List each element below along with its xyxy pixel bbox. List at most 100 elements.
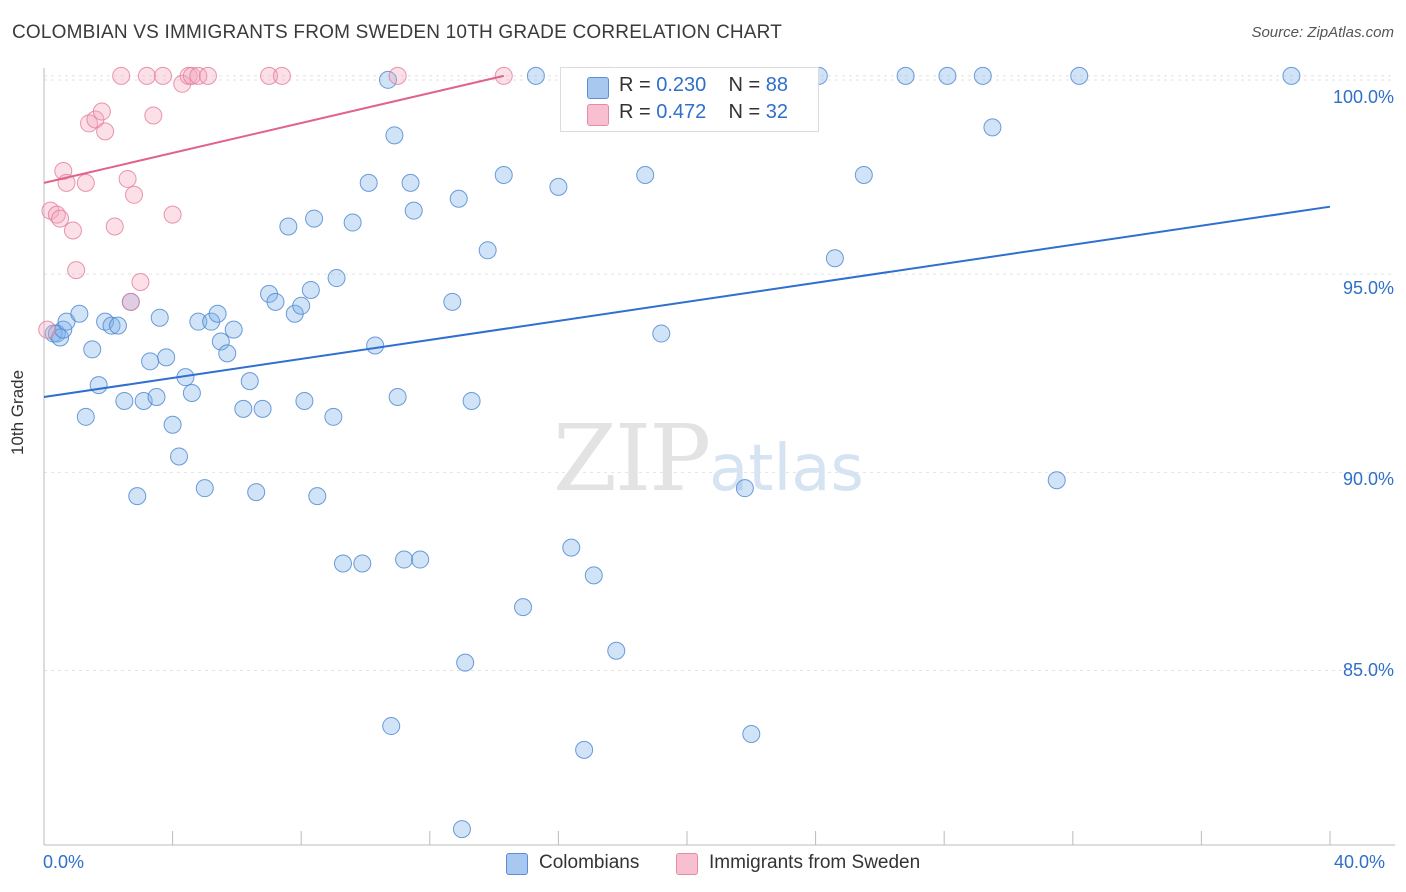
point-colombians-25 (195, 479, 214, 498)
point-colombians-54 (388, 387, 407, 406)
legend-swatch-sweden (587, 104, 609, 126)
point-sweden-27 (198, 66, 217, 85)
point-colombians-31 (234, 399, 253, 418)
point-sweden-18 (131, 273, 150, 292)
point-colombians-40 (295, 391, 314, 410)
point-colombians-49 (359, 173, 378, 192)
point-sweden-6 (63, 221, 82, 240)
point-sweden-0 (38, 320, 57, 339)
source-label: Source: ZipAtlas.com (1251, 24, 1394, 41)
point-colombians-60 (449, 189, 468, 208)
point-colombians-71 (584, 566, 603, 585)
chart-title: COLOMBIAN VS IMMIGRANTS FROM SWEDEN 10TH… (12, 22, 783, 43)
point-colombians-46 (333, 554, 352, 573)
y-axis-label: 10th Grade (8, 369, 27, 455)
point-sweden-14 (112, 66, 131, 85)
watermark-zip: ZIP (553, 405, 711, 512)
point-sweden-19 (137, 66, 156, 85)
point-colombians-77 (742, 724, 761, 743)
y-tick-label-85: 85.0% (1342, 660, 1394, 680)
point-colombians-43 (308, 487, 327, 506)
point-colombians-12 (115, 391, 134, 410)
point-colombians-63 (462, 391, 481, 410)
point-colombians-45 (327, 269, 346, 288)
point-sweden-15 (118, 169, 137, 188)
point-sweden-28 (260, 66, 279, 85)
point-colombians-44 (324, 407, 343, 426)
point-sweden-12 (96, 122, 115, 141)
point-colombians-37 (279, 217, 298, 236)
point-colombians-34 (253, 399, 272, 418)
y-tick-label-100: 100.0% (1332, 87, 1394, 107)
point-colombians-86 (1070, 66, 1089, 85)
point-colombians-20 (163, 415, 182, 434)
point-colombians-41 (301, 280, 320, 299)
point-colombians-68 (549, 177, 568, 196)
point-sweden-13 (105, 217, 124, 236)
point-colombians-80 (854, 165, 873, 184)
point-sweden-17 (125, 185, 144, 204)
legend-swatch-colombians (587, 77, 609, 99)
legend-text-sweden: R = 0.472 N = 32 (619, 101, 789, 123)
point-colombians-69 (562, 538, 581, 557)
point-colombians-24 (189, 312, 208, 331)
point-colombians-58 (411, 550, 430, 569)
point-colombians-18 (150, 308, 169, 327)
point-colombians-10 (102, 316, 121, 335)
point-sweden-25 (182, 66, 201, 85)
point-colombians-79 (825, 249, 844, 268)
point-colombians-67 (526, 66, 545, 85)
point-colombians-50 (366, 336, 385, 355)
point-colombians-7 (83, 340, 102, 359)
watermark: ZIPatlas (553, 405, 864, 512)
point-colombians-33 (247, 483, 266, 502)
point-colombians-36 (266, 292, 285, 311)
point-colombians-47 (343, 213, 362, 232)
y-tick-label-90: 90.0% (1342, 469, 1394, 489)
point-colombians-51 (379, 70, 398, 89)
point-colombians-53 (382, 717, 401, 736)
point-sweden-21 (153, 66, 172, 85)
legend-text-colombians: R = 0.230 N = 88 (619, 74, 789, 96)
point-colombians-62 (456, 653, 475, 672)
point-colombians-84 (983, 118, 1002, 137)
point-colombians-19 (157, 348, 176, 367)
point-colombians-81 (896, 66, 915, 85)
point-sweden-8 (76, 173, 95, 192)
point-sweden-29 (272, 66, 291, 85)
point-colombians-70 (575, 740, 594, 759)
point-colombians-73 (607, 641, 626, 660)
point-colombians-6 (76, 407, 95, 426)
point-colombians-17 (147, 387, 166, 406)
point-sweden-26 (189, 66, 208, 85)
point-colombians-61 (452, 820, 471, 839)
point-colombians-4 (57, 312, 76, 331)
x-tick-label-min: 0.0% (43, 852, 85, 872)
x-tick-label-max: 40.0% (1334, 852, 1386, 872)
point-colombians-32 (240, 372, 259, 391)
point-sweden-22 (163, 205, 182, 224)
point-colombians-14 (128, 487, 147, 506)
stats-legend: R = 0.230 N = 88 R = 0.472 N = 32 (560, 67, 819, 132)
point-colombians-64 (478, 241, 497, 260)
bottom-legend-swatch-sweden (676, 853, 698, 875)
point-colombians-42 (305, 209, 324, 228)
point-colombians-30 (224, 320, 243, 339)
point-colombians-28 (211, 332, 230, 351)
point-colombians-27 (208, 304, 227, 323)
trend-line-sweden (43, 74, 504, 184)
point-colombians-83 (973, 66, 992, 85)
point-sweden-11 (92, 102, 111, 121)
point-colombians-21 (170, 447, 189, 466)
point-sweden-20 (144, 106, 163, 125)
point-colombians-23 (182, 384, 201, 403)
bottom-legend-label-sweden: Immigrants from Sweden (709, 852, 921, 873)
point-colombians-59 (443, 292, 462, 311)
point-colombians-75 (652, 324, 671, 343)
point-sweden-7 (67, 261, 86, 280)
trend-line-colombians (43, 205, 1331, 398)
point-sweden-4 (54, 162, 73, 181)
point-colombians-39 (292, 296, 311, 315)
watermark-atlas: atlas (709, 432, 864, 506)
